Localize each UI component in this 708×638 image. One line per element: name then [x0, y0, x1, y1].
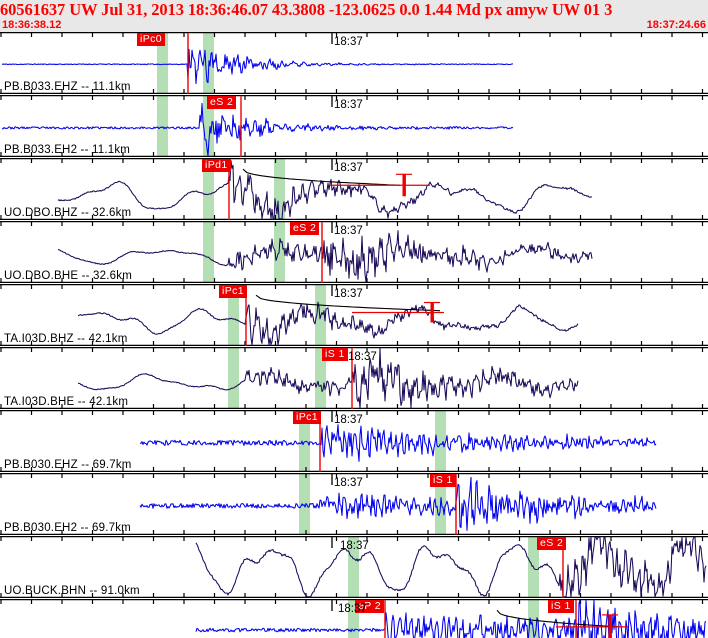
- minute-time-label: 18:37: [348, 351, 377, 363]
- phase-pick-label[interactable]: iS 1: [430, 474, 456, 487]
- trace-row[interactable]: iS 1 18:37 TA.I03D.BHE -- 42.1km: [0, 347, 708, 409]
- station-channel-label: UO.DBO.BHE -- 32.6km: [4, 270, 132, 282]
- trace-row[interactable]: eS 2 18:37 UO.DBO.BHE -- 32.6km: [0, 221, 708, 283]
- phase-pick-label[interactable]: iPc0: [137, 33, 166, 46]
- trace-canvas: [0, 473, 708, 535]
- waveform-trace: [195, 536, 707, 598]
- waveform-trace: [77, 301, 579, 346]
- coda-decay-curve: [242, 168, 401, 186]
- trace-row[interactable]: eS 2 18:37 UO.BUCK.BHN -- 91.0km: [0, 536, 708, 598]
- window-end-time: 18:37:24.66: [646, 19, 706, 31]
- waveform-trace: [195, 599, 707, 638]
- theoretical-arrival-band: [274, 159, 285, 219]
- coda-decay-curve: [496, 609, 621, 628]
- station-channel-label: PB.B033.EHZ -- 11.1km: [4, 81, 131, 93]
- theoretical-arrival-band: [348, 600, 359, 638]
- trace-canvas: [0, 32, 708, 94]
- theoretical-arrival-band: [315, 348, 326, 408]
- trace-canvas: [0, 158, 708, 220]
- theoretical-arrival-band: [299, 474, 310, 534]
- phase-pick-label[interactable]: eS 2: [537, 537, 567, 550]
- theoretical-arrival-band: [228, 285, 239, 345]
- theoretical-arrival-band: [203, 96, 214, 156]
- trace-canvas: [0, 410, 708, 472]
- phase-pick-label[interactable]: eS 2: [290, 222, 320, 235]
- station-channel-label: TA.I03D.BHE -- 42.1km: [4, 396, 129, 408]
- minute-time-label: 18:37: [338, 603, 367, 615]
- amplitude-marker-bar: [430, 302, 434, 323]
- theoretical-arrival-band: [528, 600, 539, 638]
- theoretical-arrival-band: [157, 96, 168, 156]
- header-bar: 60561637 UW Jul 31, 2013 18:36:46.07 43.…: [0, 0, 708, 32]
- amplitude-marker-bar: [608, 614, 612, 638]
- waveform-trace: [139, 424, 657, 462]
- trace-canvas: [0, 221, 708, 283]
- station-channel-label: PB.B033.EH2 -- 11.1km: [4, 144, 131, 156]
- trace-row[interactable]: iPc0 18:37 PB.B033.EHZ -- 11.1km: [0, 32, 708, 94]
- trace-canvas: [0, 95, 708, 157]
- waveform-trace: [139, 476, 657, 531]
- trace-row[interactable]: iPc1 18:37 TA.I03D.BHZ -- 42.1km: [0, 284, 708, 346]
- waveform-trace: [57, 230, 593, 283]
- minute-time-label: 18:37: [334, 477, 363, 489]
- theoretical-arrival-band: [157, 33, 168, 93]
- minute-time-label: 18:37: [334, 288, 363, 300]
- theoretical-arrival-band: [348, 537, 359, 597]
- minute-time-label: 18:37: [334, 225, 363, 237]
- phase-pick-label[interactable]: iPd1: [202, 159, 231, 172]
- minute-time-label: 18:37: [334, 99, 363, 111]
- minute-time-label: 18:37: [334, 414, 363, 426]
- trace-canvas: [0, 284, 708, 346]
- theoretical-arrival-band: [299, 411, 310, 471]
- phase-pick-label[interactable]: eP 2: [355, 600, 385, 613]
- trace-row[interactable]: iPc1 18:37 PB.B030.EHZ -- 69.7km: [0, 410, 708, 472]
- theoretical-arrival-band: [203, 222, 214, 282]
- event-summary-line: 60561637 UW Jul 31, 2013 18:36:46.07 43.…: [0, 0, 613, 19]
- station-channel-label: TA.I03D.BHZ -- 42.1km: [4, 333, 128, 345]
- waveform-trace: [2, 48, 514, 85]
- phase-pick-label[interactable]: iPc1: [219, 285, 248, 298]
- minute-time-label: 18:37: [334, 36, 363, 48]
- minute-time-label: 18:37: [334, 162, 363, 174]
- station-channel-label: PB.B030.EHZ -- 69.7km: [4, 459, 132, 471]
- window-start-time: 18:36:38.12: [2, 19, 62, 31]
- trace-row[interactable]: iS 1 18:37 PB.B030.EH2 -- 69.7km: [0, 473, 708, 535]
- phase-pick-label[interactable]: eS 2: [207, 96, 237, 109]
- phase-pick-label[interactable]: iS 1: [322, 348, 348, 361]
- station-channel-label: UO.BUCK.BHN -- 91.0km: [4, 585, 140, 597]
- trace-canvas: [0, 347, 708, 409]
- trace-row[interactable]: eS 2 18:37 PB.B033.EH2 -- 11.1km: [0, 95, 708, 157]
- station-channel-label: UO.DBO.BHZ -- 32.6km: [4, 207, 132, 219]
- amplitude-marker-bar: [402, 174, 406, 197]
- station-channel-label: PB.B030.EH2 -- 69.7km: [4, 522, 131, 534]
- waveform-trace: [57, 160, 593, 220]
- phase-pick-label[interactable]: iS 1: [548, 600, 574, 613]
- waveform-trace: [2, 102, 514, 157]
- theoretical-arrival-band: [315, 285, 326, 345]
- theoretical-arrival-band: [228, 348, 239, 408]
- trace-row[interactable]: iPd1 18:37 UO.DBO.BHZ -- 32.6km: [0, 158, 708, 220]
- waveform-trace: [77, 347, 579, 409]
- trace-area: iPc0 18:37 PB.B033.EHZ -- 11.1km eS 2 18:37 P…: [0, 32, 708, 638]
- theoretical-arrival-band: [203, 159, 214, 219]
- minute-time-label: 18:37: [340, 540, 369, 552]
- phase-pick-label[interactable]: iPc1: [293, 411, 322, 424]
- trace-canvas: [0, 599, 708, 638]
- coda-decay-curve: [255, 294, 441, 312]
- trace-canvas: [0, 536, 708, 598]
- theoretical-arrival-band: [435, 411, 446, 471]
